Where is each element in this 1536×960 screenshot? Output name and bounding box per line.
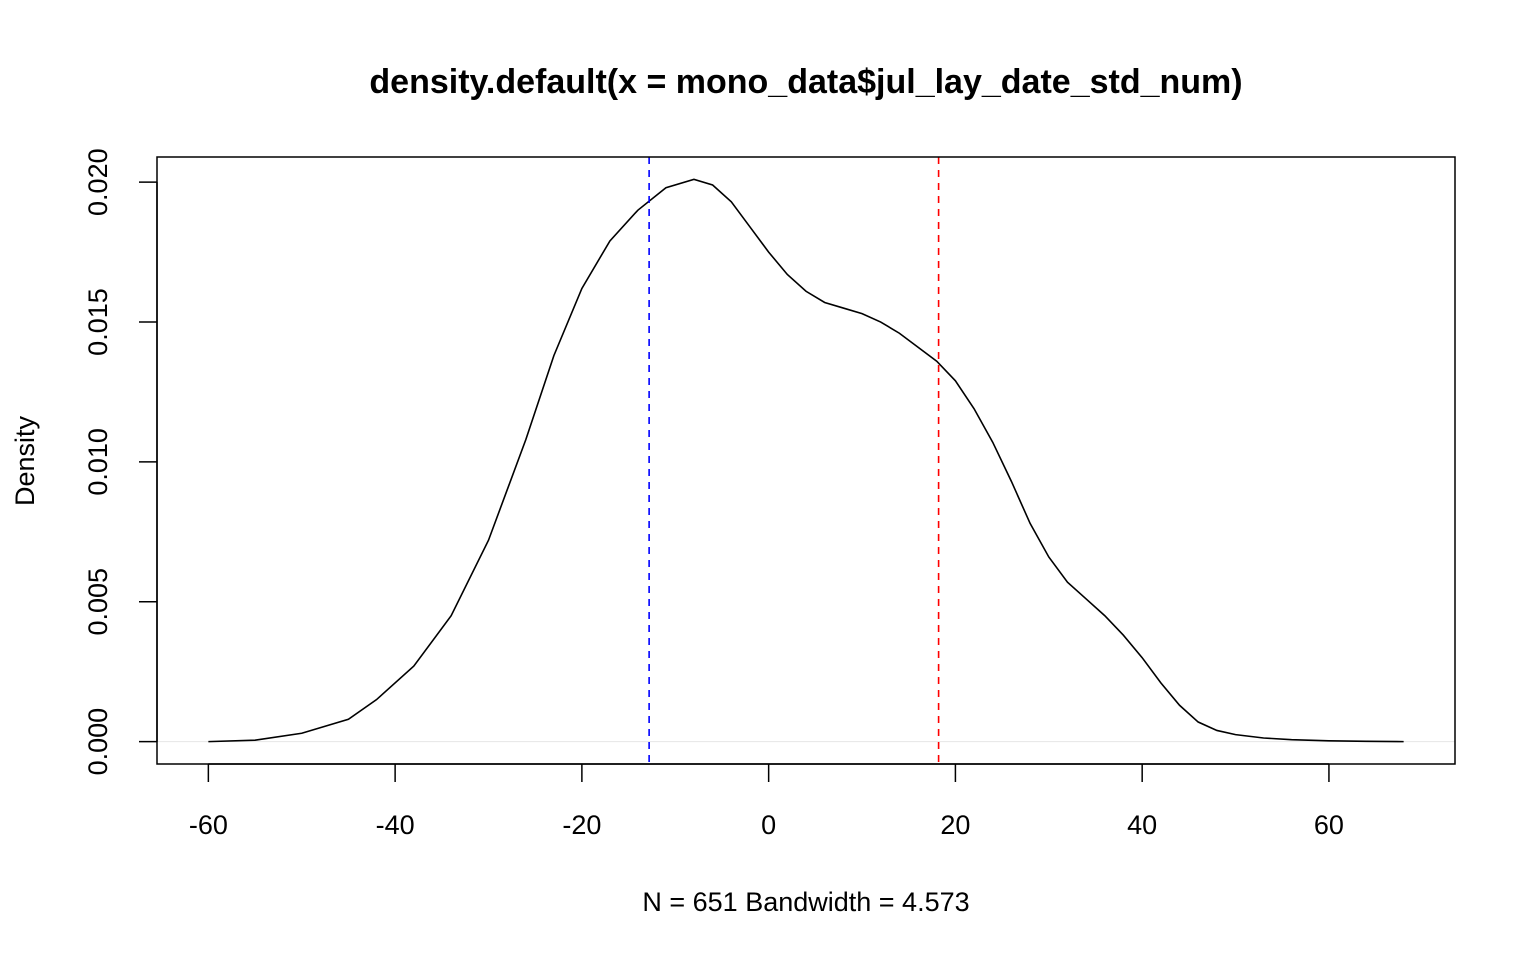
x-tick-label: -60 <box>189 810 228 840</box>
y-tick-label: 0.010 <box>83 428 113 496</box>
y-axis-label: Density <box>10 415 40 506</box>
y-tick-label: 0.015 <box>83 288 113 356</box>
plot-border <box>156 156 1456 765</box>
x-tick-label: 20 <box>940 810 970 840</box>
y-tick-label: 0.000 <box>83 708 113 776</box>
x-tick-label: 40 <box>1127 810 1157 840</box>
y-axis: 0.000 0.005 0.010 0.015 0.020 <box>83 148 158 776</box>
x-axis: -60 -40 -20 0 20 40 60 <box>189 763 1344 840</box>
y-tick-label: 0.005 <box>83 568 113 636</box>
chart-title: density.default(x = mono_data$jul_lay_da… <box>369 63 1242 101</box>
x-tick-label: -40 <box>376 810 415 840</box>
x-tick-label: 0 <box>761 810 776 840</box>
x-axis-label: N = 651 Bandwidth = 4.573 <box>642 887 969 917</box>
x-tick-label: 60 <box>1314 810 1344 840</box>
density-curve <box>208 178 1404 743</box>
plot-area <box>157 157 1455 764</box>
y-tick-label: 0.020 <box>83 148 113 216</box>
x-tick-label: -20 <box>562 810 601 840</box>
